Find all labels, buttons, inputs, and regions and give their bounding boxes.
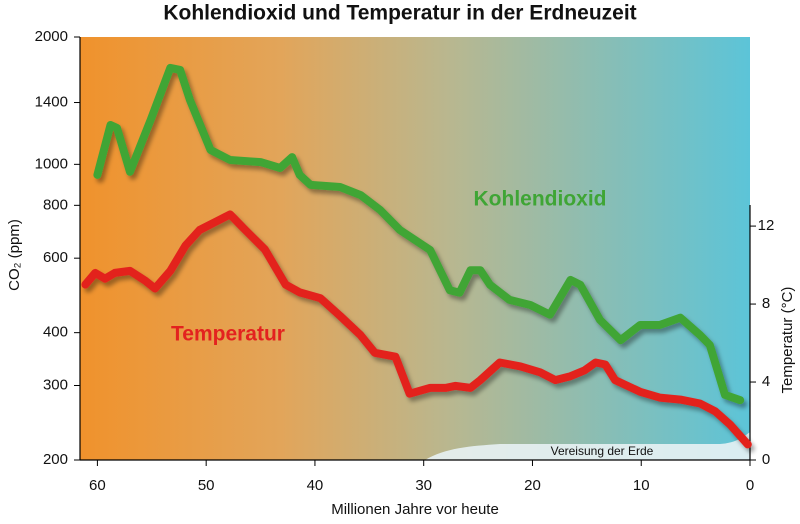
y-tick-label: 1400 — [35, 93, 68, 110]
series-label: Temperatur — [171, 323, 285, 346]
data-line — [93, 63, 745, 405]
glaciation-area — [425, 432, 750, 460]
y-axis-label: CO₂ (ppm) — [6, 219, 23, 291]
x-axis-label: Millionen Jahre vor heute — [331, 501, 499, 518]
y-tick-label: 400 — [43, 324, 68, 341]
x-tick-label: 60 — [89, 477, 106, 494]
y-tick-label: 800 — [43, 196, 68, 213]
y2-tick-label: 8 — [762, 295, 770, 312]
y2-tick-label: 4 — [762, 373, 770, 390]
y-tick-label: 200 — [43, 451, 68, 468]
chart-title: Kohlendioxid und Temperatur in der Erdne… — [163, 2, 636, 25]
series-label: Kohlendioxid — [474, 188, 607, 211]
data-line — [81, 210, 752, 449]
annotation: Vereisung der Erde — [551, 444, 654, 458]
x-tick-label: 0 — [746, 477, 754, 494]
y-tick-label: 2000 — [35, 28, 68, 45]
y2-axis-label: Temperatur (°C) — [779, 287, 796, 394]
y2-tick-label: 0 — [762, 451, 770, 468]
y-tick-label: 600 — [43, 249, 68, 266]
x-tick-label: 40 — [307, 477, 324, 494]
y-tick-label: 1000 — [35, 155, 68, 172]
y-tick-label: 300 — [43, 376, 68, 393]
x-tick-label: 10 — [633, 477, 650, 494]
y2-tick-label: 12 — [758, 217, 775, 234]
x-tick-label: 20 — [524, 477, 541, 494]
x-tick-label: 30 — [415, 477, 432, 494]
x-tick-label: 50 — [198, 477, 215, 494]
